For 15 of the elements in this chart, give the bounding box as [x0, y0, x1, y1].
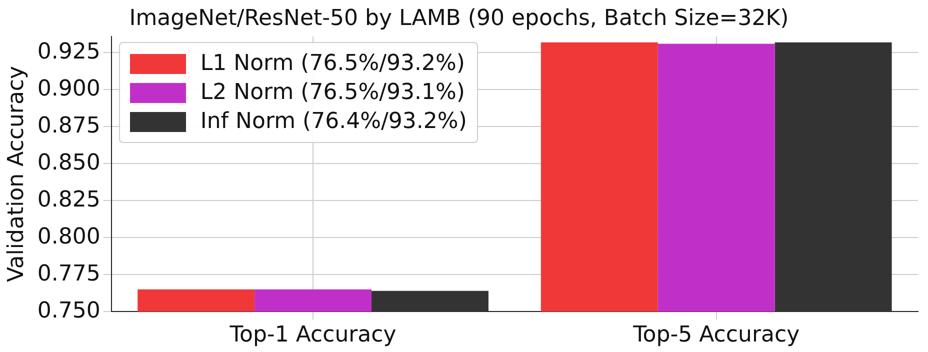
y-tick-label: 0.900	[37, 76, 100, 102]
x-tick-label: Top-5 Accuracy	[632, 322, 800, 348]
y-tick-label: 0.875	[37, 113, 100, 138]
y-axis-title: Validation Accuracy	[4, 66, 29, 282]
legend-label: Inf Norm (76.4%/93.2%)	[200, 109, 467, 134]
y-tick-label: 0.750	[37, 298, 100, 324]
y-tick-label: 0.825	[37, 187, 100, 212]
legend-label: L2 Norm (76.5%/93.1%)	[200, 80, 465, 106]
y-tick-label: 0.925	[37, 39, 100, 64]
y-tick-label: 0.800	[37, 224, 100, 250]
legend-label: L1 Norm (76.5%/93.2%)	[200, 51, 465, 76]
chart-title: ImageNet/ResNet-50 by LAMB (90 epochs, Batch Size=32K)	[129, 6, 789, 31]
y-tick-label: 0.850	[37, 150, 100, 176]
x-tick-label: Top-1 Accuracy	[228, 322, 396, 348]
y-tick-label: 0.775	[37, 261, 100, 286]
